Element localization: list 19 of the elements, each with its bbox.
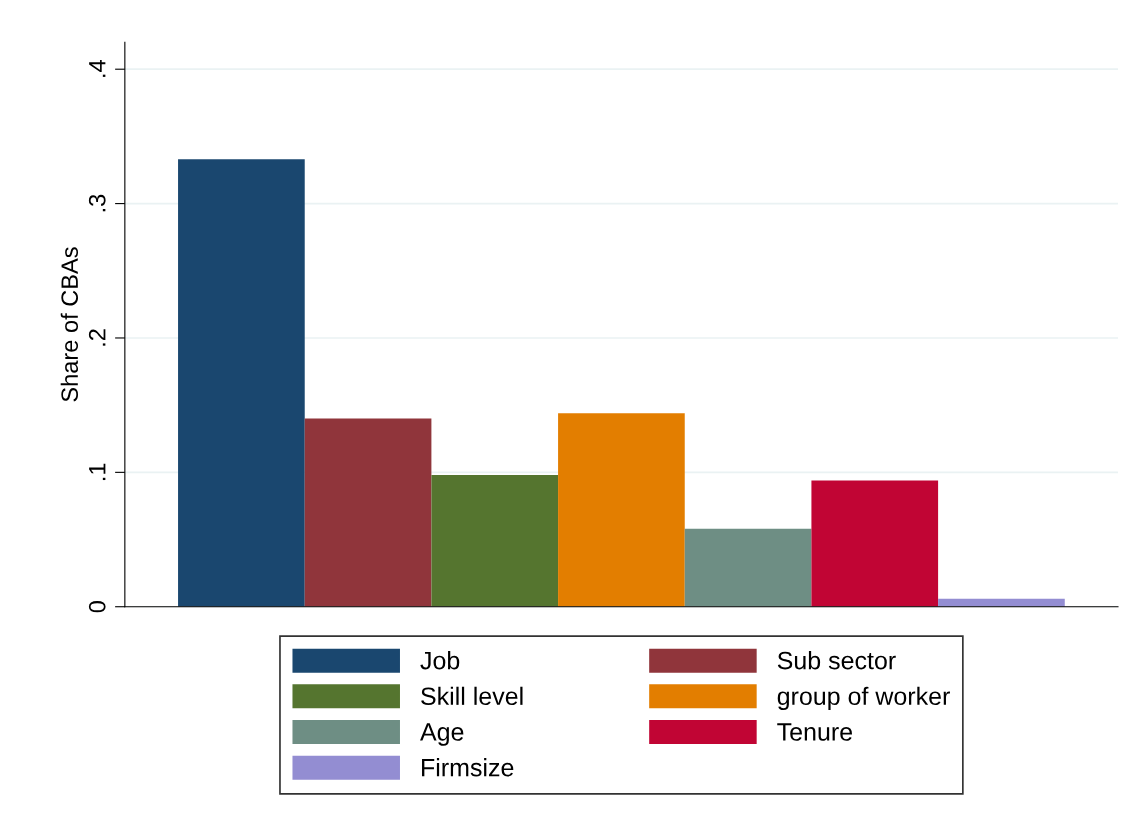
y-tick-label: .1 — [89, 463, 106, 481]
y-tick-label: .4 — [89, 60, 106, 77]
legend-label: Job — [420, 651, 460, 670]
legend-label: Firmsize — [422, 758, 514, 777]
y-axis-title: Share of CBAs — [60, 247, 79, 402]
bar — [684, 528, 812, 607]
legend-label: Tenure — [777, 723, 852, 741]
y-tick-label: .3 — [88, 194, 106, 212]
legend-label: group of worker — [777, 686, 950, 711]
bar — [304, 418, 432, 607]
bar — [431, 475, 559, 607]
y-tick-label: 0 — [88, 601, 106, 613]
legend-label: Skill level — [421, 686, 523, 706]
bar — [178, 159, 305, 607]
legend-label: Age — [420, 723, 464, 746]
bar — [811, 480, 939, 607]
y-tick-label: .2 — [88, 329, 106, 346]
bar — [558, 413, 685, 607]
legend-label: Sub sector — [777, 651, 896, 670]
